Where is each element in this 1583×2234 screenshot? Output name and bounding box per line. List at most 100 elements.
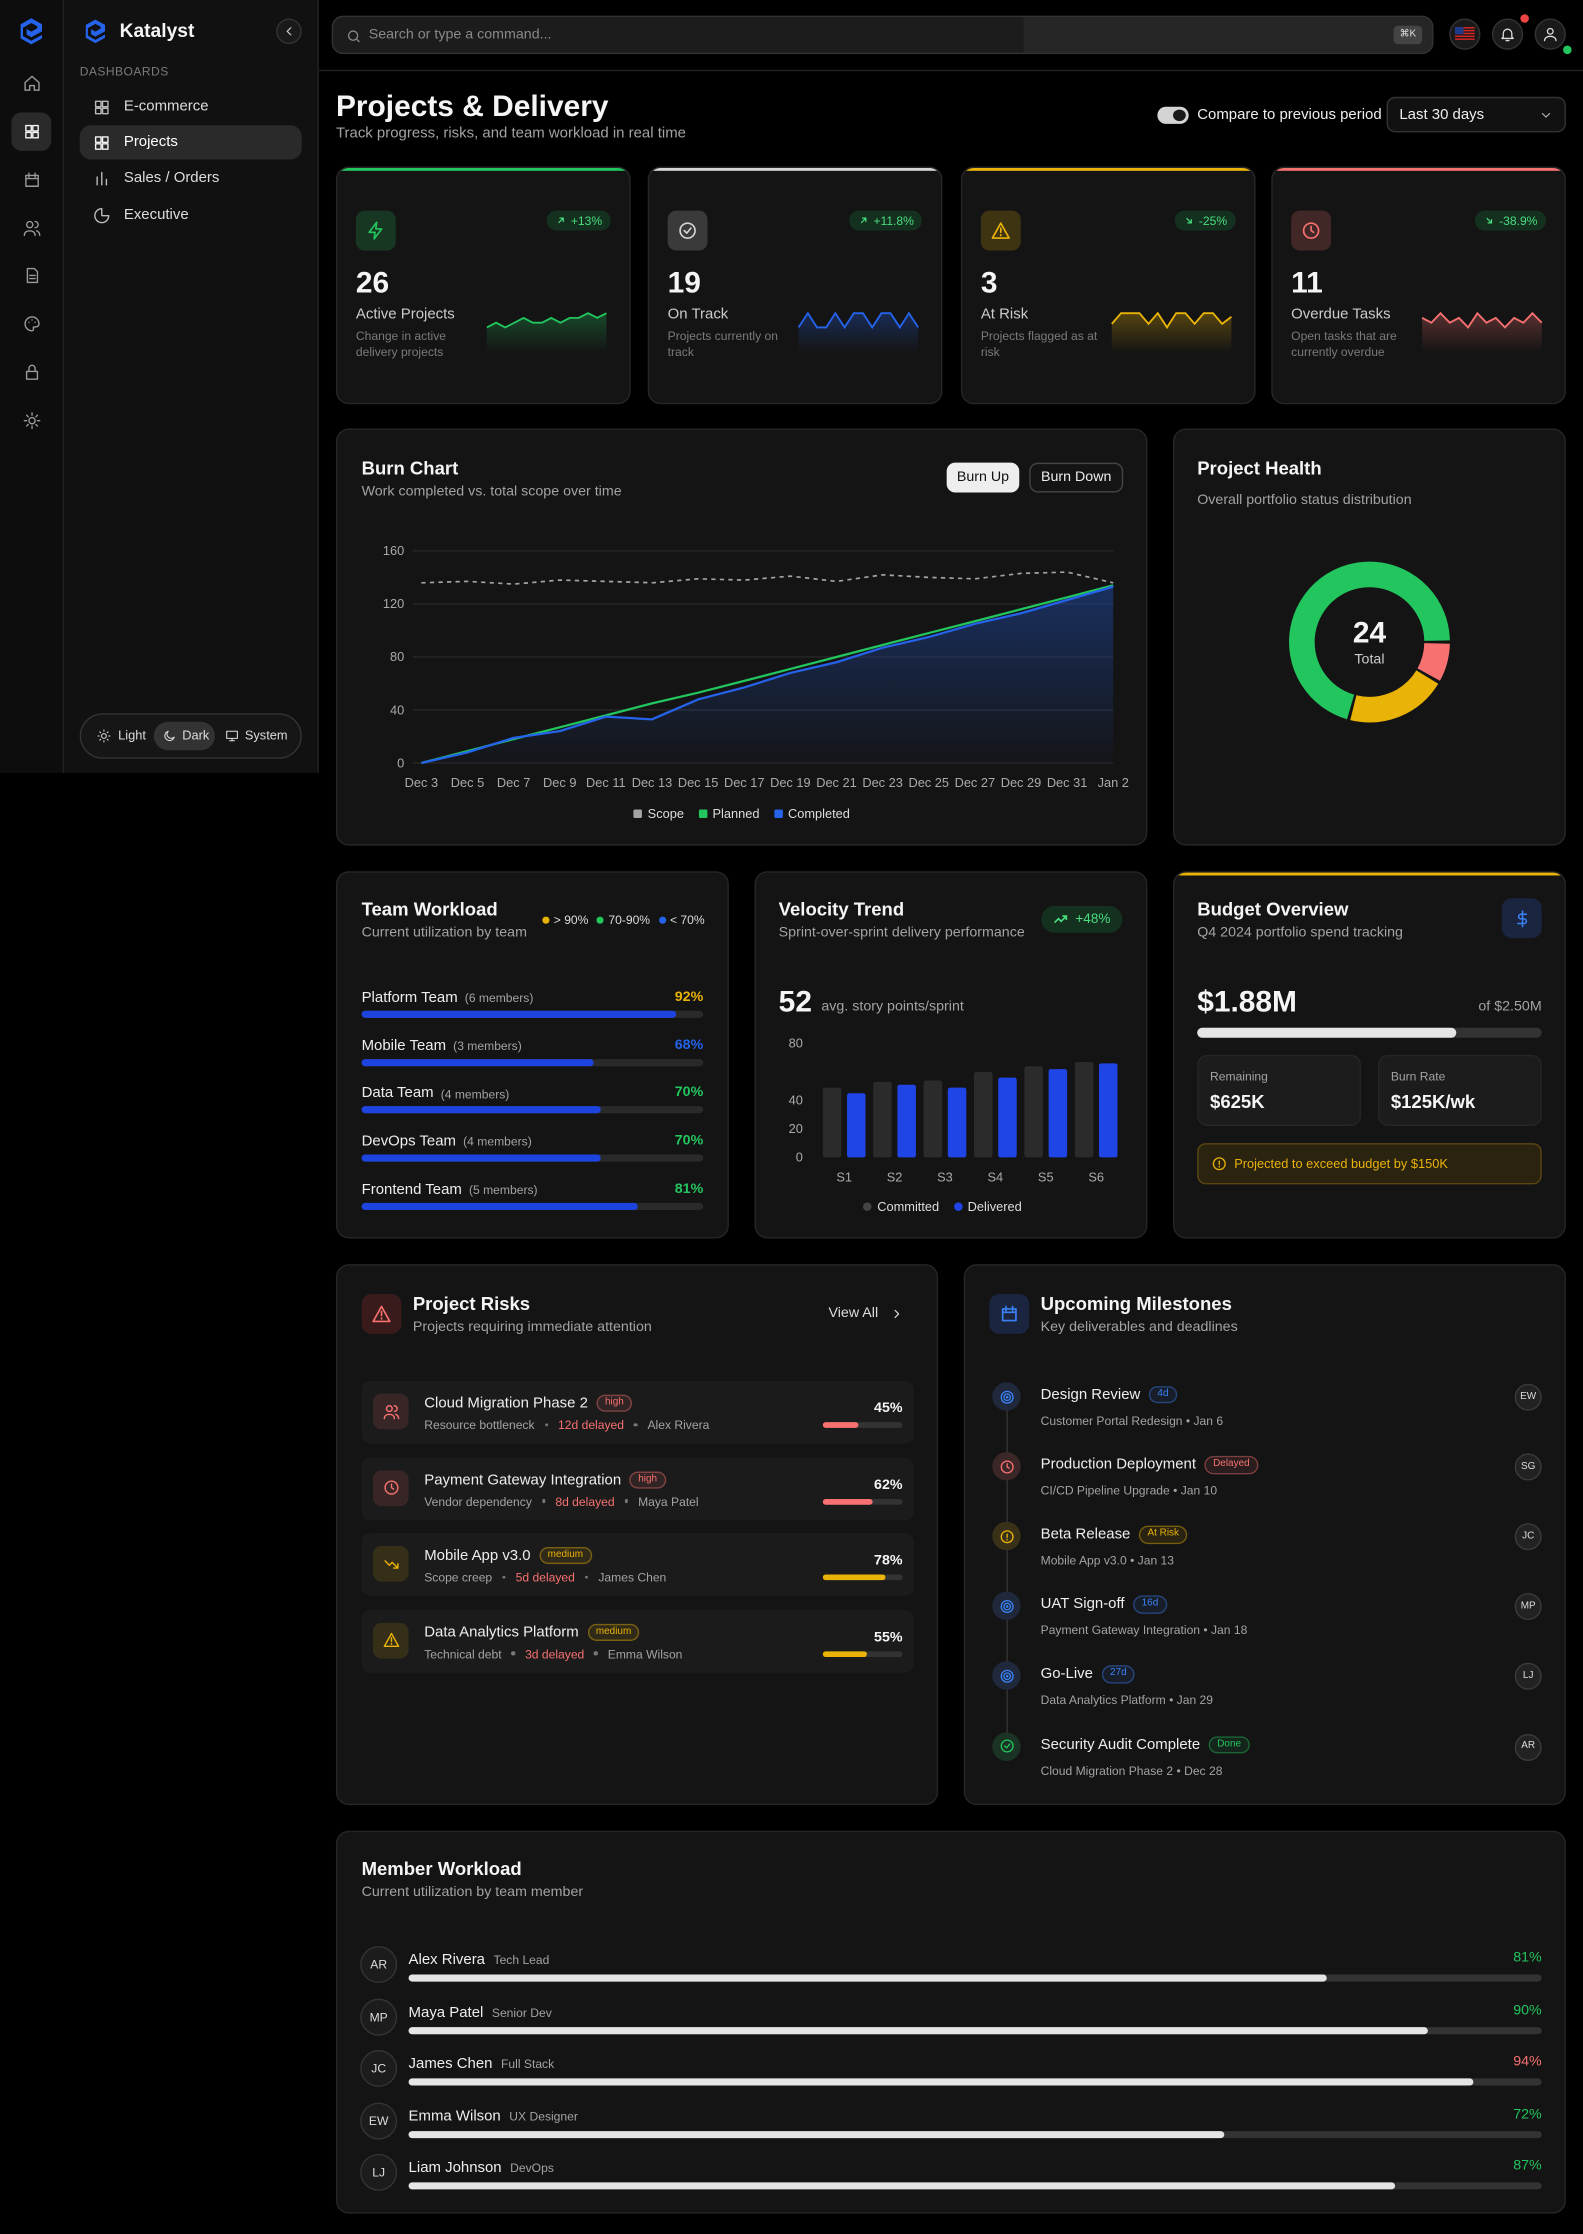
- risk-row[interactable]: [361, 1457, 914, 1520]
- milestone-name: UAT Sign-off: [1040, 1595, 1125, 1613]
- burn-down-button[interactable]: [1029, 462, 1124, 493]
- kpi-icon-box: [667, 210, 708, 251]
- team-members: (6 members): [464, 990, 534, 1005]
- collapse-button[interactable]: [276, 18, 302, 45]
- icon-gear[interactable]: [22, 411, 41, 430]
- burn-up-button[interactable]: [946, 462, 1020, 493]
- theme-option[interactable]: Dark: [182, 728, 210, 743]
- budget-alert-text: Projected to exceed budget by $150K: [1234, 1156, 1448, 1172]
- range-select[interactable]: [1386, 96, 1566, 133]
- y-tick-label: 0: [397, 755, 404, 770]
- member-bar: [408, 2078, 1474, 2086]
- icon-path: [24, 124, 39, 138]
- icon-trendDown: [383, 1559, 398, 1569]
- member-initials: LJ: [372, 2165, 386, 2180]
- y-tick-label: 80: [789, 1036, 803, 1051]
- risk-delay: 5d delayed: [515, 1570, 575, 1585]
- theme-option[interactable]: System: [244, 728, 288, 743]
- risk-owner: James Chen: [598, 1570, 667, 1585]
- risk-detail-row: Technical debt 3d delayed Emma Wilson: [424, 1646, 682, 1661]
- icon-lock[interactable]: [22, 362, 41, 381]
- x-tick-label: Dec 17: [724, 775, 765, 790]
- separator-dot: [541, 1499, 546, 1503]
- page-subtitle: Track progress, risks, and team workload…: [335, 124, 686, 142]
- icon-chevL: [286, 27, 292, 36]
- risk-value: 45%: [874, 1400, 903, 1417]
- separator-dot: [544, 1423, 549, 1427]
- icon-users: [382, 1404, 399, 1419]
- icon-path: [23, 315, 39, 331]
- sparkline-area: [1422, 313, 1542, 354]
- risk-value: 78%: [874, 1553, 903, 1569]
- member-name-row: Liam Johnson DevOps: [409, 2159, 554, 2177]
- risk-bar: [822, 1498, 873, 1504]
- team-bar: [361, 1010, 676, 1018]
- flag-stripe: [1454, 38, 1475, 40]
- budget-stat: [1378, 1054, 1542, 1127]
- nav-item[interactable]: Executive: [123, 205, 189, 224]
- nav-item[interactable]: Sales / Orders: [123, 168, 220, 187]
- member-name: Liam Johnson: [408, 2159, 502, 2177]
- burn-up-label: Burn Up: [956, 469, 1010, 485]
- icon-users[interactable]: [22, 219, 41, 238]
- y-tick-label: 80: [390, 649, 404, 664]
- icon-clock: [383, 1480, 398, 1495]
- x-tick-label: Dec 19: [770, 775, 811, 790]
- risk-owner: Emma Wilson: [607, 1646, 683, 1661]
- icon-path: [383, 1559, 398, 1569]
- legend-item: > 90%: [542, 912, 588, 927]
- milestone-name: Design Review: [1040, 1386, 1141, 1404]
- x-tick-label: Dec 5: [451, 775, 484, 790]
- legend-swatch: [773, 809, 783, 819]
- icon-home[interactable]: [22, 73, 41, 92]
- y-tick-label: 40: [789, 1093, 803, 1108]
- view-all[interactable]: View All: [828, 1305, 879, 1322]
- icon-button[interactable]: [1449, 18, 1481, 50]
- risk-row[interactable]: [361, 1609, 914, 1672]
- risk-delay: 8d delayed: [555, 1493, 615, 1509]
- icon-palette[interactable]: [22, 314, 41, 333]
- risk-row[interactable]: [361, 1380, 914, 1444]
- card-accent: [649, 167, 941, 171]
- risk-reason: Vendor dependency: [424, 1493, 532, 1509]
- separator-dot: [511, 1651, 516, 1656]
- compare-label: Compare to previous period: [1197, 106, 1382, 124]
- chart-title: Velocity Trend: [778, 898, 905, 920]
- legend-label: Planned: [712, 806, 760, 821]
- flag-stripe: [1454, 27, 1475, 29]
- risk-row[interactable]: [361, 1533, 914, 1596]
- milestone-detail: Payment Gateway Integration • Jan 18: [1040, 1623, 1248, 1638]
- legend-label: Committed: [877, 1199, 940, 1214]
- sparkline: [1111, 311, 1232, 354]
- arrow-path: [558, 217, 564, 224]
- x-tick-label: Dec 25: [908, 775, 949, 790]
- icon-clock: [1302, 222, 1320, 239]
- icon-warn: [382, 1632, 399, 1648]
- icon-doc[interactable]: [22, 265, 41, 284]
- nav-item[interactable]: Projects: [123, 133, 178, 151]
- owner-initials: MP: [1520, 1600, 1536, 1611]
- icon-path: [94, 135, 108, 150]
- kpi-value: 19: [667, 266, 701, 300]
- icon-bell: [1501, 28, 1514, 42]
- bar: [847, 1093, 866, 1158]
- sparkline-line: [1421, 311, 1543, 329]
- stat-label: Remaining: [1210, 1068, 1268, 1084]
- theme-option[interactable]: Light: [118, 728, 146, 743]
- toggle-knob: [1173, 109, 1186, 122]
- icon-path: [999, 1529, 1013, 1543]
- icon-path: [1212, 1157, 1226, 1171]
- nav-item[interactable]: E-commerce: [123, 97, 209, 115]
- milestone-name-row: Design Review 4d: [1040, 1386, 1178, 1404]
- team-bar: [361, 1154, 601, 1162]
- risk-delay: 12d delayed: [558, 1417, 624, 1432]
- icon-grid[interactable]: [22, 122, 41, 141]
- icon-calendar[interactable]: [22, 170, 41, 189]
- icon-path: [999, 1459, 1013, 1473]
- icon-button[interactable]: [1491, 18, 1524, 50]
- member-avatar: [360, 2153, 398, 2191]
- member-bar: [408, 1974, 1327, 1982]
- risk-name: Payment Gateway Integration: [424, 1470, 622, 1488]
- milestone-name: Beta Release: [1040, 1525, 1131, 1543]
- member-name-row: Maya Patel Senior Dev: [409, 2003, 552, 2021]
